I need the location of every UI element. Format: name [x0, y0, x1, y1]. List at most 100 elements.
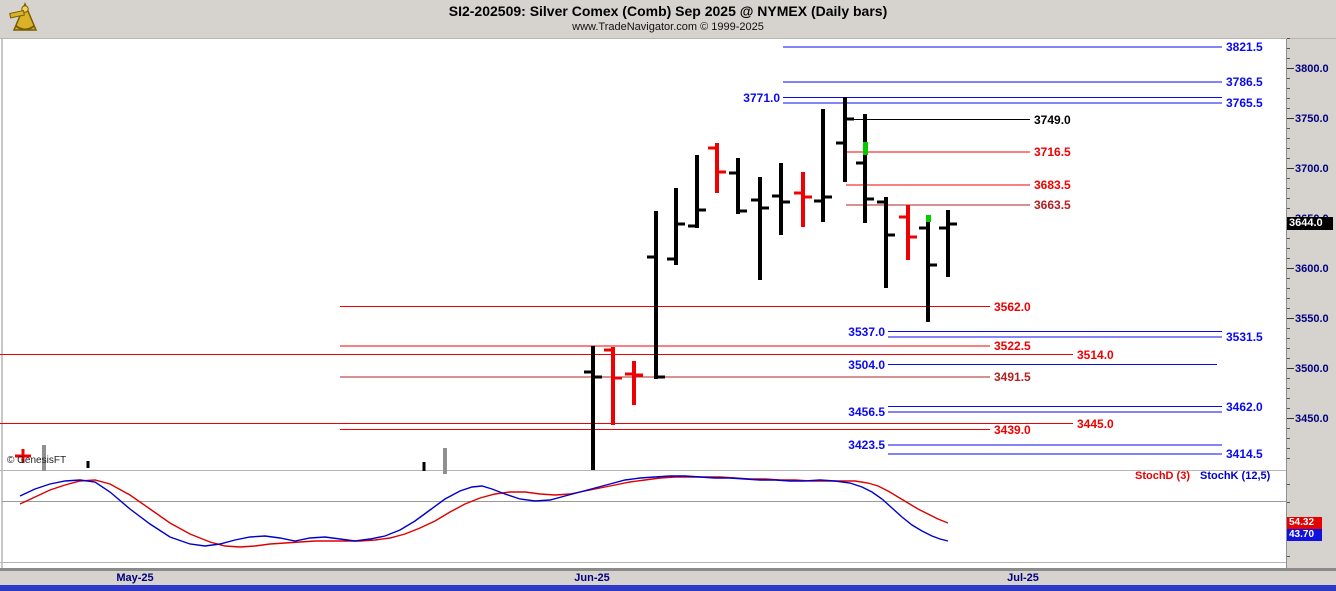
- partial-bar: [42, 445, 46, 471]
- sr-line-label: 3821.5: [1226, 40, 1263, 54]
- sr-line-label: 3537.0: [848, 324, 885, 339]
- price-bar: [674, 188, 678, 265]
- price-bar-open-tick: [729, 171, 736, 175]
- sr-line-label: 3491.5: [994, 370, 1031, 384]
- price-bar-open-tick: [647, 255, 654, 259]
- sr-line-label: 3562.0: [994, 299, 1031, 314]
- chart-title: SI2-202509: Silver Comex (Comb) Sep 2025…: [448, 3, 888, 19]
- sr-line-label: 3456.5: [848, 405, 885, 419]
- stoch-k-value-badge: 43.70: [1287, 529, 1322, 541]
- price-bar: [758, 177, 762, 280]
- price-bar-open-tick: [836, 141, 843, 145]
- tradenavigator-logo-icon: [9, 2, 38, 31]
- chart-header: SI2-202509: Silver Comex (Comb) Sep 2025…: [0, 0, 1336, 38]
- partial-bar: [443, 448, 447, 474]
- price-bar-open-tick: [772, 194, 779, 198]
- price-bar-open-tick: [877, 200, 884, 204]
- price-bar-close-tick: [595, 375, 602, 379]
- price-bar-close-tick: [825, 195, 832, 199]
- sr-line-label: 3786.5: [1226, 75, 1263, 89]
- price-bar-open-tick: [625, 372, 632, 376]
- sr-line-label: 3749.0: [1034, 112, 1071, 127]
- price-bar-close-tick: [678, 222, 685, 226]
- month-label: May-25: [116, 572, 154, 584]
- price-bar-open-tick: [899, 215, 906, 219]
- price-bar: [715, 143, 719, 193]
- last-price-badge: 3644.0: [1287, 217, 1333, 230]
- price-bar: [632, 361, 636, 405]
- sr-line-label: 3531.5: [1226, 330, 1263, 344]
- stoch-d-line: [19, 476, 949, 548]
- price-bar-close-tick: [805, 195, 812, 199]
- price-bar: [654, 211, 658, 379]
- price-bar: [946, 210, 950, 277]
- price-bar: [906, 205, 910, 260]
- sr-line-label: 3514.0: [1077, 347, 1114, 362]
- sr-line-label: 3771.0: [743, 90, 780, 105]
- price-bar-open-tick: [751, 198, 758, 202]
- price-axis-label: 3750.0: [1295, 112, 1329, 125]
- sr-line-label: 3765.5: [1226, 96, 1263, 110]
- price-bar: [926, 218, 930, 322]
- price-bar-open-tick: [688, 224, 695, 228]
- price-bar-close-tick: [867, 197, 874, 201]
- stoch-d-legend[interactable]: StochD (3): [1135, 470, 1190, 482]
- price-bar: [801, 172, 805, 227]
- sr-line-label: 3445.0: [1077, 416, 1114, 431]
- price-bar-close-tick: [636, 373, 643, 377]
- stoch-k-line: [19, 475, 949, 547]
- partial-bar-open-tick: [15, 454, 22, 458]
- partial-bar-close-tick: [24, 454, 31, 458]
- sr-line-label: 3683.5: [1034, 178, 1071, 192]
- price-bar: [843, 97, 847, 182]
- price-bar-close-tick: [783, 200, 790, 204]
- price-bar-open-tick: [667, 257, 674, 261]
- sr-line-label: 3414.5: [1226, 447, 1263, 461]
- stoch-k-legend[interactable]: StochK (12,5): [1200, 470, 1271, 482]
- price-bar: [695, 155, 699, 228]
- sr-line-label: 3663.5: [1034, 198, 1071, 212]
- price-axis-label: 3600.0: [1295, 262, 1329, 275]
- sr-line-label: 3423.5: [848, 438, 885, 452]
- price-bar: [863, 114, 867, 223]
- price-bar-close-tick: [762, 206, 769, 210]
- price-axis-label: 3700.0: [1295, 162, 1329, 175]
- price-bar-close-tick: [847, 117, 854, 121]
- price-bar-open-tick: [814, 199, 821, 203]
- price-axis-label: 3550.0: [1295, 312, 1329, 325]
- price-bar-close-tick: [615, 376, 622, 380]
- price-bar-close-tick: [888, 233, 895, 237]
- sr-line-label: 3716.5: [1034, 145, 1071, 159]
- date-axis-border: [0, 568, 1336, 571]
- genesisft-watermark: © GenesisFT: [7, 455, 67, 466]
- sr-line-label: 3522.5: [994, 339, 1031, 353]
- date-axis[interactable]: [0, 571, 1336, 585]
- price-bar-close-tick: [658, 375, 665, 379]
- price-bar-open-tick: [794, 191, 801, 195]
- price-bar-open-tick: [939, 226, 946, 230]
- price-axis[interactable]: [1287, 38, 1336, 571]
- price-bar-open-tick: [856, 161, 863, 165]
- price-bar-open-tick: [919, 226, 926, 230]
- price-bar-close-tick: [950, 222, 957, 226]
- partial-bar: [422, 462, 426, 471]
- price-bar-open-tick: [604, 348, 611, 352]
- price-axis-label: 3800.0: [1295, 62, 1329, 75]
- price-bar-open-tick: [708, 146, 715, 150]
- price-bar: [611, 347, 615, 425]
- month-label: Jul-25: [1007, 572, 1039, 584]
- price-bar-close-tick: [699, 208, 706, 212]
- price-bar-open-tick: [584, 370, 591, 374]
- price-bar: [779, 163, 783, 235]
- sr-line-label: 3504.0: [848, 357, 885, 372]
- green-signal-mark: [863, 142, 868, 155]
- price-bar: [736, 158, 740, 214]
- bottom-bar: [0, 585, 1336, 591]
- price-bar: [821, 109, 825, 222]
- price-axis-label: 3450.0: [1295, 412, 1329, 425]
- partial-bar: [86, 461, 90, 468]
- price-bar-close-tick: [740, 209, 747, 213]
- price-bar-close-tick: [930, 263, 937, 267]
